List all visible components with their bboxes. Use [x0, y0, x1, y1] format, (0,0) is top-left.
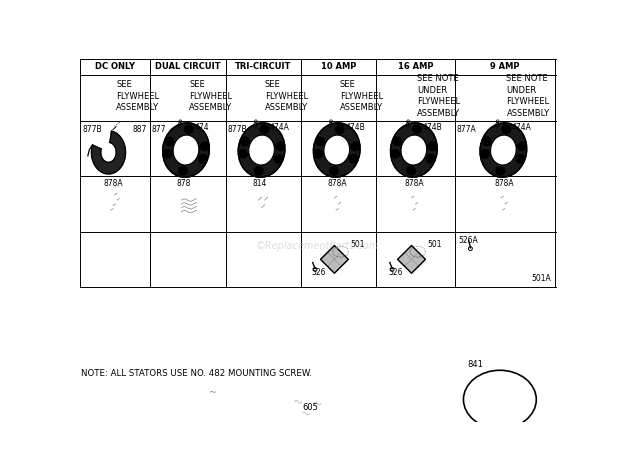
Ellipse shape [249, 135, 275, 165]
Text: TRI-CIRCUIT: TRI-CIRCUIT [235, 63, 291, 72]
Ellipse shape [324, 135, 350, 165]
Text: DUAL CIRCUIT: DUAL CIRCUIT [155, 63, 220, 72]
Text: 878A: 878A [104, 179, 123, 188]
Text: 526A: 526A [458, 236, 478, 245]
Ellipse shape [495, 166, 505, 175]
Text: SEE NOTE
UNDER
FLYWHEEL
ASSEMBLY: SEE NOTE UNDER FLYWHEEL ASSEMBLY [417, 74, 460, 118]
Ellipse shape [254, 166, 264, 175]
Ellipse shape [406, 166, 415, 175]
Text: ©ReplacementParts.com: ©ReplacementParts.com [256, 240, 379, 251]
Polygon shape [397, 246, 425, 273]
Ellipse shape [502, 125, 511, 134]
Ellipse shape [490, 135, 516, 165]
Ellipse shape [480, 123, 527, 177]
Text: 877: 877 [151, 125, 166, 134]
Ellipse shape [391, 123, 437, 177]
Text: NOTE: ALL STATORS USE NO. 482 MOUNTING SCREW.: NOTE: ALL STATORS USE NO. 482 MOUNTING S… [81, 369, 312, 378]
Text: 9 AMP: 9 AMP [490, 63, 520, 72]
Ellipse shape [426, 154, 435, 164]
Text: 877B: 877B [227, 125, 247, 134]
Ellipse shape [412, 125, 422, 134]
Polygon shape [92, 131, 125, 174]
Ellipse shape [273, 154, 283, 164]
Text: 605: 605 [302, 402, 318, 411]
Ellipse shape [349, 154, 358, 164]
Text: 474A: 474A [270, 123, 290, 132]
Ellipse shape [482, 137, 491, 146]
Ellipse shape [329, 166, 339, 175]
Ellipse shape [162, 149, 172, 159]
Ellipse shape [315, 137, 325, 146]
Text: 474B: 474B [345, 123, 365, 132]
Text: 501: 501 [350, 240, 365, 249]
Ellipse shape [517, 142, 526, 151]
Text: 474B: 474B [422, 123, 442, 132]
Text: 474A: 474A [512, 123, 532, 132]
Text: SEE
FLYWHEEL
ASSEMBLY: SEE FLYWHEEL ASSEMBLY [265, 80, 308, 112]
Text: .: . [210, 387, 211, 393]
Ellipse shape [401, 135, 427, 165]
Text: 526: 526 [388, 268, 403, 277]
Ellipse shape [173, 135, 199, 165]
Ellipse shape [335, 125, 345, 134]
Text: 877B: 877B [82, 125, 102, 134]
Ellipse shape [313, 123, 360, 177]
Text: 501A: 501A [532, 274, 551, 283]
Ellipse shape [401, 135, 427, 165]
Text: SEE
FLYWHEEL
ASSEMBLY: SEE FLYWHEEL ASSEMBLY [189, 80, 232, 112]
Text: 501: 501 [427, 240, 441, 249]
Ellipse shape [490, 135, 516, 165]
Ellipse shape [249, 135, 275, 165]
Text: 877A: 877A [456, 125, 476, 134]
Text: 878A: 878A [494, 179, 514, 188]
Text: 878A: 878A [404, 179, 424, 188]
Text: SEE NOTE
UNDER
FLYWHEEL
ASSEMBLY: SEE NOTE UNDER FLYWHEEL ASSEMBLY [507, 74, 549, 118]
Ellipse shape [314, 149, 323, 159]
Text: 16 AMP: 16 AMP [397, 63, 433, 72]
Ellipse shape [162, 123, 210, 177]
Text: 887: 887 [133, 125, 147, 134]
Ellipse shape [164, 137, 174, 146]
Ellipse shape [515, 154, 525, 164]
Text: SEE
FLYWHEEL
ASSEMBLY: SEE FLYWHEEL ASSEMBLY [117, 80, 159, 112]
Text: 526: 526 [311, 268, 326, 277]
Ellipse shape [324, 135, 350, 165]
Ellipse shape [480, 149, 489, 159]
Ellipse shape [179, 166, 188, 175]
Ellipse shape [391, 149, 400, 159]
Ellipse shape [184, 125, 193, 134]
Text: SEE
FLYWHEEL
ASSEMBLY: SEE FLYWHEEL ASSEMBLY [340, 80, 383, 112]
Text: 10 AMP: 10 AMP [321, 63, 356, 72]
Ellipse shape [198, 154, 208, 164]
Text: 814: 814 [252, 179, 267, 188]
Polygon shape [321, 246, 348, 273]
Ellipse shape [238, 123, 285, 177]
Text: ~: ~ [210, 388, 218, 398]
Ellipse shape [428, 142, 437, 151]
Text: DC ONLY: DC ONLY [95, 63, 135, 72]
Ellipse shape [200, 142, 210, 151]
Ellipse shape [173, 135, 199, 165]
Ellipse shape [238, 149, 247, 159]
Text: 878: 878 [177, 179, 191, 188]
Text: 878A: 878A [327, 179, 347, 188]
Text: 474: 474 [195, 123, 209, 132]
Ellipse shape [392, 137, 402, 146]
Text: 841: 841 [467, 360, 483, 369]
Ellipse shape [351, 142, 360, 151]
Ellipse shape [240, 137, 249, 146]
Ellipse shape [275, 142, 285, 151]
Ellipse shape [260, 125, 269, 134]
